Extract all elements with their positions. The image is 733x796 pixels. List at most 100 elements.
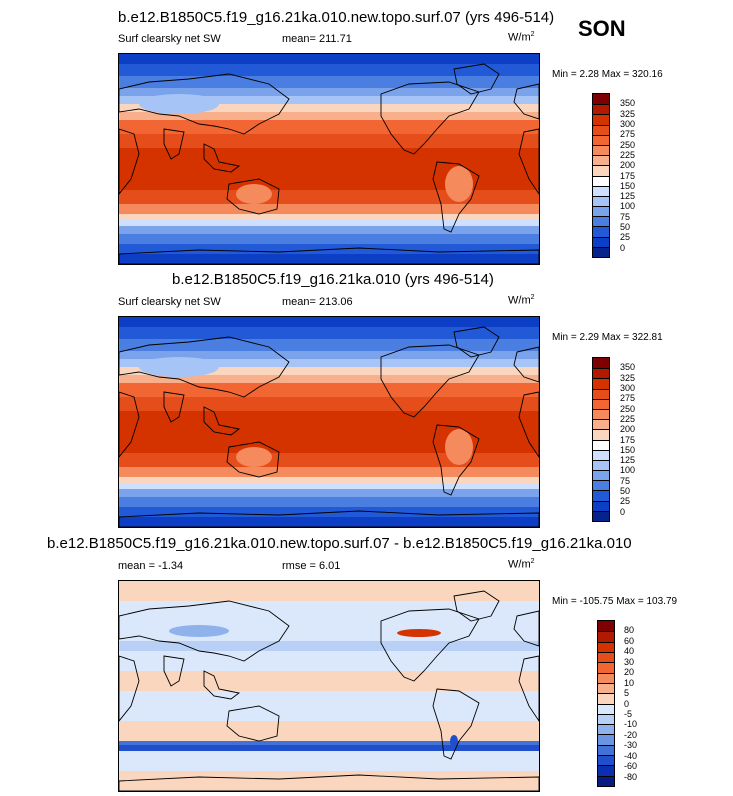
- field-patch: [139, 94, 219, 114]
- colorbar-tick-label: 0: [620, 242, 626, 253]
- field-patch: [397, 629, 441, 637]
- panel2-title: b.e12.B1850C5.f19_g16.21ka.010 (yrs 496-…: [172, 271, 494, 288]
- field-patch: [445, 166, 473, 202]
- coastline: [119, 247, 539, 264]
- colorbar-tick-label: 325: [620, 372, 636, 383]
- field-band: [119, 741, 539, 745]
- colorbar-swatch: [593, 226, 609, 237]
- coastline: [513, 346, 539, 383]
- panel2-map-svg: [119, 317, 539, 527]
- panel3-colorbar: [597, 620, 615, 787]
- colorbar-tick-label: 275: [620, 393, 636, 404]
- field-band: [119, 467, 539, 477]
- colorbar-swatch: [598, 693, 614, 704]
- panel3-rmse: rmse = 6.01: [282, 560, 341, 572]
- field-band: [119, 88, 539, 96]
- field-patch: [139, 357, 219, 377]
- colorbar-tick-label: 30: [624, 656, 635, 667]
- colorbar-swatch: [593, 419, 609, 430]
- colorbar-tick-label: 25: [620, 496, 631, 507]
- panel1-map: [118, 53, 540, 265]
- colorbar-swatch: [593, 94, 609, 105]
- coastline: [453, 590, 500, 622]
- panel3-map: [118, 580, 540, 792]
- coastline: [119, 600, 290, 662]
- colorbar-swatch: [593, 429, 609, 440]
- panel2-colorbar: [592, 357, 610, 522]
- field-patch: [236, 184, 272, 204]
- colorbar-tick-label: -40: [624, 750, 638, 761]
- colorbar-tick-label: -80: [624, 771, 638, 782]
- season-label: SON: [578, 16, 626, 41]
- panel1-map-svg: [119, 54, 539, 264]
- panel1-title: b.e12.B1850C5.f19_g16.21ka.010.new.topo.…: [118, 9, 555, 26]
- colorbar-tick-label: 40: [624, 646, 635, 657]
- colorbar-swatch: [598, 765, 614, 776]
- field-band: [119, 383, 539, 397]
- colorbar-tick-label: 150: [620, 444, 636, 455]
- coastline: [119, 128, 140, 195]
- panel3-map-svg: [119, 581, 539, 791]
- coastline: [119, 391, 140, 458]
- panel1-units: W/m2: [508, 31, 535, 44]
- field-band: [119, 477, 539, 483]
- colorbar-swatch: [593, 510, 609, 521]
- field-band: [119, 641, 539, 651]
- colorbar-tick-label: 125: [620, 191, 636, 202]
- panel3-title: b.e12.B1850C5.f19_g16.21ka.010.new.topo.…: [47, 535, 632, 552]
- coastline: [119, 655, 140, 722]
- panel1-variable-label: Surf clearsky net SW: [118, 33, 221, 45]
- field-band: [119, 359, 539, 367]
- colorbar-swatch: [593, 470, 609, 481]
- coastline: [380, 344, 480, 418]
- panel2-variable-label: Surf clearsky net SW: [118, 296, 221, 308]
- colorbar-tick-label: -60: [624, 761, 638, 772]
- field-band: [119, 112, 539, 120]
- colorbar-tick-label: 10: [624, 677, 635, 688]
- colorbar-tick-label: 25: [620, 232, 631, 243]
- colorbar-swatch: [598, 682, 614, 694]
- field-band: [119, 453, 539, 467]
- coastline: [518, 655, 539, 722]
- colorbar-swatch: [593, 459, 609, 471]
- colorbar-swatch: [598, 724, 614, 735]
- colorbar-swatch: [598, 703, 614, 714]
- field-band: [119, 120, 539, 134]
- field-band: [119, 751, 539, 771]
- colorbar-swatch: [598, 744, 614, 756]
- field-patch: [169, 625, 229, 637]
- colorbar-tick-label: 175: [620, 170, 636, 181]
- field-band: [119, 327, 539, 339]
- colorbar-tick-label: 20: [624, 667, 635, 678]
- colorbar-swatch: [593, 246, 609, 257]
- colorbar-swatch: [598, 662, 614, 673]
- field-band: [119, 54, 539, 64]
- coastline: [203, 406, 241, 436]
- colorbar-swatch: [593, 114, 609, 125]
- colorbar-swatch: [593, 236, 609, 247]
- field-band: [119, 651, 539, 671]
- colorbar-tick-label: 200: [620, 424, 636, 435]
- colorbar-swatch: [593, 124, 609, 135]
- coastline: [226, 705, 280, 742]
- colorbar-tick-label: 275: [620, 129, 636, 140]
- colorbar-tick-label: 250: [620, 139, 636, 150]
- field-band: [119, 771, 539, 791]
- colorbar-swatch: [593, 165, 609, 176]
- colorbar-tick-label: 50: [620, 486, 631, 497]
- colorbar-swatch: [593, 408, 609, 420]
- colorbar-tick-label: 80: [624, 625, 635, 636]
- colorbar-tick-label: 300: [620, 382, 636, 393]
- colorbar-tick-label: 350: [620, 98, 636, 109]
- field-band: [119, 190, 539, 204]
- field-band: [119, 220, 539, 226]
- coastline: [380, 608, 480, 682]
- colorbar-swatch: [598, 641, 614, 652]
- field-band: [119, 745, 539, 751]
- panel2-minmax: Min = 2.29 Max = 322.81: [552, 332, 663, 343]
- field-band: [119, 134, 539, 148]
- coastline: [119, 73, 290, 135]
- colorbar-tick-label: -10: [624, 719, 638, 730]
- colorbar-tick-label: 150: [620, 180, 636, 191]
- colorbar-swatch: [598, 775, 614, 786]
